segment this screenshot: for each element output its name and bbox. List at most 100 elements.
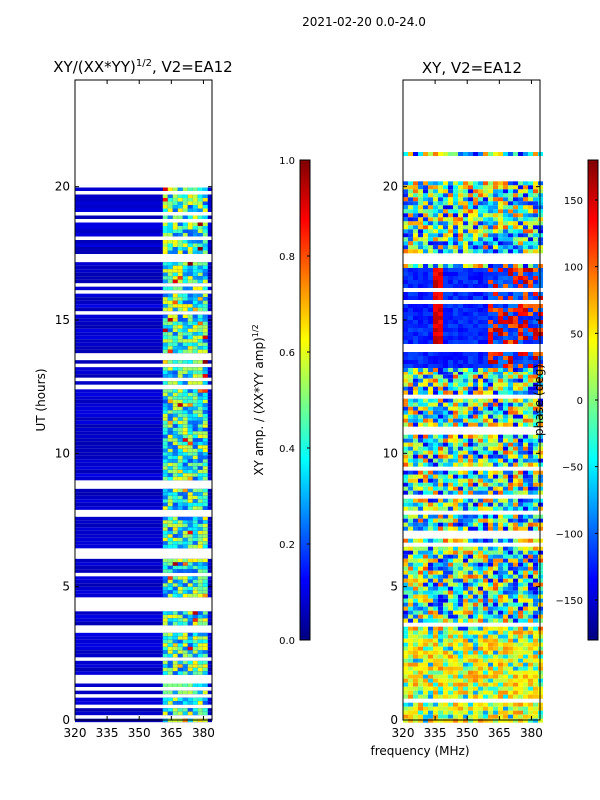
phase-cell xyxy=(518,446,523,451)
amplitude-cell xyxy=(162,701,168,705)
phase-cell xyxy=(418,694,423,699)
phase-cell xyxy=(478,418,483,423)
phase-cell xyxy=(533,374,538,379)
phase-cell xyxy=(413,237,418,242)
amplitude-cell xyxy=(197,201,203,205)
amplitude-cell xyxy=(172,690,178,695)
amplitude-cell xyxy=(162,243,168,247)
amplitude-cell xyxy=(202,576,208,580)
phase-cell xyxy=(473,368,478,372)
phase-cell xyxy=(448,296,453,300)
phase-cell xyxy=(528,316,533,320)
phase-cell xyxy=(488,658,493,663)
phase-cell xyxy=(458,370,463,375)
phase-cell xyxy=(498,570,503,575)
amplitude-cell xyxy=(202,399,208,404)
phase-cell xyxy=(493,312,498,316)
amplitude-cell xyxy=(202,558,208,563)
phase-cell xyxy=(443,582,448,587)
colorbar-tick-label: 1.0 xyxy=(279,156,295,167)
phase-cell xyxy=(498,606,503,611)
phase-cell xyxy=(408,594,413,599)
phase-cell xyxy=(523,690,528,695)
phase-cell xyxy=(488,225,493,230)
phase-cell xyxy=(503,678,508,683)
phase-cell xyxy=(418,434,423,439)
phase-cell xyxy=(493,650,498,655)
phase-cell xyxy=(478,590,483,595)
phase-cell xyxy=(508,682,513,687)
amplitude-cell xyxy=(177,660,183,665)
phase-cell xyxy=(468,185,473,190)
amplitude-cell xyxy=(162,466,168,470)
phase-cell xyxy=(463,406,468,411)
phase-cell xyxy=(488,586,493,591)
phase-cell xyxy=(513,378,518,383)
phase-cell xyxy=(498,320,503,324)
amplitude-cell xyxy=(192,579,198,584)
phase-cell xyxy=(493,386,498,391)
phase-cell xyxy=(453,382,458,387)
phase-cell xyxy=(468,650,473,655)
phase-cell xyxy=(443,474,448,479)
phase-cell xyxy=(533,650,538,655)
phase-cell xyxy=(508,570,513,575)
phase-cell xyxy=(408,308,413,312)
phase-cell xyxy=(448,418,453,423)
phase-cell xyxy=(523,336,528,340)
phase-cell xyxy=(483,682,488,687)
phase-cell xyxy=(463,642,468,647)
phase-cell xyxy=(488,438,493,443)
phase-cell xyxy=(468,558,473,563)
amplitude-cell xyxy=(187,222,193,226)
phase-cell xyxy=(418,312,423,316)
amplitude-cell xyxy=(177,445,183,449)
phase-cell xyxy=(483,582,488,587)
amplitude-cell xyxy=(172,276,178,280)
phase-cell xyxy=(533,308,538,312)
amplitude-cell xyxy=(75,565,212,570)
phase-cell xyxy=(503,241,508,246)
phase-cell xyxy=(518,249,523,254)
phase-cell xyxy=(473,233,478,238)
phase-cell xyxy=(423,486,428,491)
phase-cell xyxy=(503,364,508,368)
phase-cell xyxy=(483,280,488,284)
phase-cell xyxy=(448,478,453,483)
phase-cell xyxy=(483,410,488,415)
phase-cell xyxy=(433,490,438,495)
phase-cell xyxy=(498,237,503,242)
amplitude-cell xyxy=(192,226,198,230)
phase-cell xyxy=(508,630,513,635)
phase-cell xyxy=(403,670,408,675)
phase-cell xyxy=(488,550,493,555)
phase-cell xyxy=(428,450,433,455)
phase-cell xyxy=(518,646,523,651)
phase-cell xyxy=(498,229,503,234)
phase-cell xyxy=(443,658,448,663)
phase-cell xyxy=(478,229,483,234)
amplitude-cell xyxy=(177,583,183,587)
phase-cell xyxy=(413,340,418,344)
phase-cell xyxy=(408,312,413,316)
phase-cell xyxy=(448,626,453,631)
phase-cell xyxy=(523,654,528,659)
amplitude-cell xyxy=(75,262,212,266)
phase-cell xyxy=(433,386,438,391)
phase-cell xyxy=(423,554,428,559)
phase-cell xyxy=(438,474,443,479)
phase-cell xyxy=(503,280,508,284)
phase-cell xyxy=(493,418,498,423)
phase-cell xyxy=(508,378,513,383)
amplitude-cell xyxy=(75,392,212,397)
phase-cell xyxy=(443,304,448,308)
phase-cell xyxy=(438,225,443,230)
phase-cell xyxy=(523,522,528,527)
phase-cell xyxy=(523,245,528,250)
phase-cell xyxy=(423,630,428,635)
phase-cell xyxy=(438,213,443,218)
phase-cell xyxy=(438,670,443,675)
amplitude-cell xyxy=(202,579,208,584)
phase-cell xyxy=(408,205,413,210)
phase-cell xyxy=(468,280,473,284)
